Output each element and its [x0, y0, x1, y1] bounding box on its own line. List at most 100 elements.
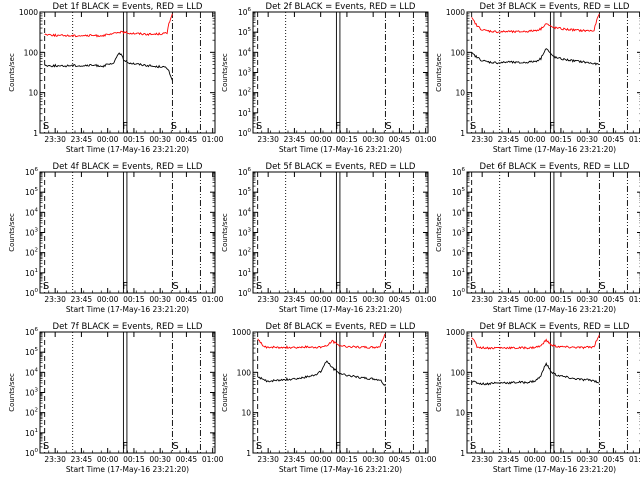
- panel-title: Det 4f BLACK = Events, RED = LLD: [53, 162, 203, 172]
- x-tick-label: 01:00: [202, 135, 224, 144]
- x-tick-label: 01:00: [415, 455, 437, 464]
- x-tick-label: 00:00: [97, 455, 119, 464]
- x-tick-label: 23:45: [71, 295, 93, 304]
- lld-series-line: [257, 333, 386, 350]
- x-axis-label: Start Time (17-May-16 23:21:20): [493, 465, 616, 474]
- y-tick-label: 1: [460, 129, 465, 138]
- y-tick-label: 100: [237, 368, 252, 377]
- panel-title: Det 9f BLACK = Events, RED = LLD: [480, 322, 630, 332]
- y-tick-label: 102: [238, 248, 251, 258]
- x-tick-label: 00:15: [550, 135, 572, 144]
- y-tick-label: 106: [25, 167, 39, 177]
- y-tick-label: 100: [238, 128, 252, 138]
- y-tick-label: 1000: [19, 8, 38, 17]
- y-tick-label: 106: [238, 167, 252, 177]
- panel-title: Det 8f BLACK = Events, RED = LLD: [266, 322, 416, 332]
- x-tick-label: 23:45: [71, 135, 93, 144]
- x-tick-label: 00:45: [176, 295, 198, 304]
- x-axis-label: Start Time (17-May-16 23:21:20): [66, 465, 189, 474]
- y-axis-label: Counts/sec: [8, 53, 16, 92]
- event-marker-label: F: [549, 441, 555, 452]
- y-tick-label: 10: [455, 89, 465, 98]
- x-tick-label: 00:30: [576, 135, 598, 144]
- x-tick-label: 23:45: [284, 135, 306, 144]
- event-marker-label: S: [599, 441, 605, 452]
- plot-frame: [39, 171, 216, 294]
- x-tick-label: 00:00: [97, 135, 119, 144]
- x-tick-label: 00:30: [149, 455, 171, 464]
- y-tick-label: 105: [238, 27, 252, 37]
- detector-panel: Det 4f BLACK = Events, RED = LLD 100 101 10…: [8, 162, 224, 314]
- y-tick-label: 103: [452, 228, 466, 238]
- y-tick-label: 1000: [446, 8, 465, 17]
- event-marker-label: F: [335, 121, 341, 132]
- detector-panel: Det 8f BLACK = Events, RED = LLD 1 10 100 10…: [221, 322, 437, 474]
- x-tick-label: 00:30: [362, 135, 384, 144]
- x-tick-label: 00:30: [149, 135, 171, 144]
- y-tick-label: 103: [238, 68, 252, 78]
- y-tick-label: 102: [238, 88, 251, 98]
- y-axis-label: Counts/sec: [8, 373, 16, 412]
- y-tick-label: 100: [25, 288, 39, 298]
- y-tick-label: 104: [238, 207, 252, 217]
- panel-title: Det 3f BLACK = Events, RED = LLD: [480, 2, 630, 12]
- x-tick-label: 00:45: [603, 455, 625, 464]
- y-tick-label: 100: [24, 48, 39, 57]
- y-tick-label: 100: [452, 288, 466, 298]
- y-tick-label: 106: [238, 7, 252, 17]
- x-axis-label: Start Time (17-May-16 23:21:20): [66, 305, 189, 314]
- x-tick-label: 00:00: [310, 135, 332, 144]
- x-tick-label: 00:15: [550, 455, 572, 464]
- event-marker-label: S: [43, 441, 49, 452]
- x-tick-label: 01:00: [415, 295, 437, 304]
- detector-panel: Det 5f BLACK = Events, RED = LLD 100 101 10…: [221, 162, 437, 314]
- y-tick-label: 100: [25, 448, 39, 458]
- y-tick-label: 103: [25, 228, 39, 238]
- y-tick-label: 1: [460, 449, 465, 458]
- x-axis-label: Start Time (17-May-16 23:21:20): [493, 145, 616, 154]
- event-marker-label: S: [385, 441, 391, 452]
- plot-frame: [39, 331, 216, 454]
- y-tick-label: 101: [25, 268, 38, 278]
- x-tick-label: 00:00: [524, 295, 546, 304]
- y-axis-label: Counts/sec: [8, 213, 16, 252]
- event-marker-label: F: [122, 121, 128, 132]
- x-tick-label: 00:45: [389, 295, 411, 304]
- x-tick-label: 23:45: [498, 135, 520, 144]
- event-marker-label: S: [171, 121, 177, 132]
- y-tick-label: 105: [25, 187, 39, 197]
- x-axis-label: Start Time (17-May-16 23:21:20): [279, 465, 402, 474]
- panel-title: Det 1f BLACK = Events, RED = LLD: [53, 2, 203, 12]
- x-tick-label: 00:00: [524, 455, 546, 464]
- detector-panel: Det 1f BLACK = Events, RED = LLD 1 10 100 10…: [8, 2, 224, 154]
- y-tick-label: 101: [25, 428, 38, 438]
- y-tick-label: 101: [452, 268, 465, 278]
- x-tick-label: 00:30: [362, 455, 384, 464]
- x-tick-label: 01:00: [629, 455, 640, 464]
- y-tick-label: 103: [238, 228, 252, 238]
- x-tick-label: 00:00: [310, 295, 332, 304]
- detector-panel: Det 9f BLACK = Events, RED = LLD 1 10 100 10…: [435, 322, 640, 474]
- event-marker-label: S: [470, 281, 476, 292]
- x-tick-label: 00:30: [576, 455, 598, 464]
- x-tick-label: 00:00: [524, 135, 546, 144]
- x-tick-label: 01:00: [202, 295, 224, 304]
- events-series-line: [471, 361, 600, 386]
- detector-panel: Det 7f BLACK = Events, RED = LLD 100 101 10…: [8, 322, 224, 474]
- x-tick-label: 23:30: [257, 455, 279, 464]
- event-marker-label: S: [43, 281, 49, 292]
- x-tick-label: 23:30: [471, 295, 493, 304]
- x-axis-label: Start Time (17-May-16 23:21:20): [279, 305, 402, 314]
- event-marker-label: S: [385, 281, 391, 292]
- x-tick-label: 23:30: [257, 135, 279, 144]
- x-tick-label: 01:00: [629, 135, 640, 144]
- lld-series-line: [471, 334, 600, 350]
- y-tick-label: 1000: [446, 328, 465, 337]
- y-tick-label: 101: [238, 268, 251, 278]
- plot-frame: [252, 331, 429, 454]
- events-series-line: [471, 48, 600, 66]
- y-axis-label: Counts/sec: [221, 53, 229, 92]
- event-marker-label: S: [256, 441, 262, 452]
- events-series-line: [257, 360, 386, 387]
